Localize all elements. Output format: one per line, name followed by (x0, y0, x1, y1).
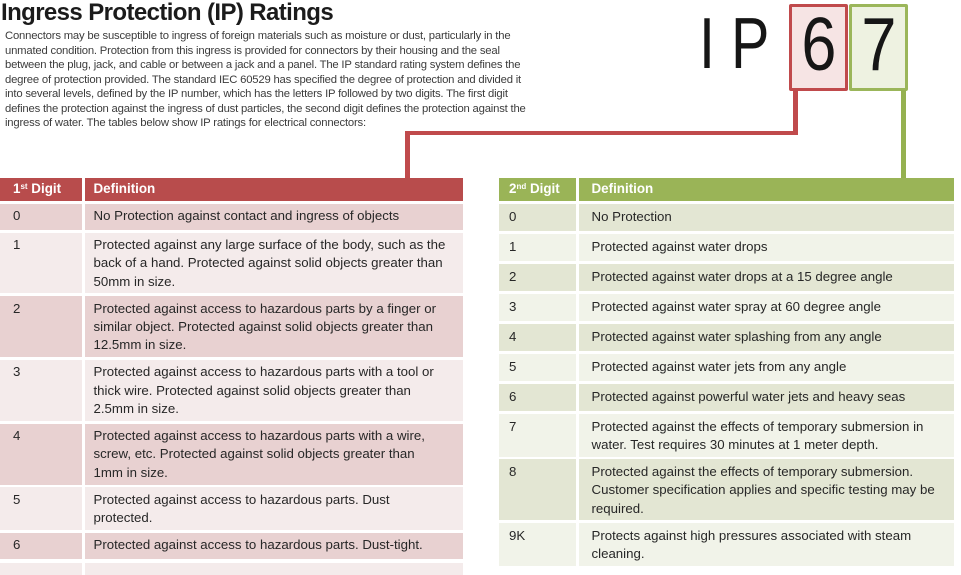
connector-red-stub (793, 90, 798, 135)
definition-cell: Protected against access to hazardous pa… (84, 532, 463, 559)
digit-cell: 4 (0, 423, 82, 485)
definition-cell: Protected against powerful water jets an… (578, 383, 954, 411)
digit-cell: 0 (499, 203, 576, 231)
table-row: 4 Protected against access to hazardous p… (0, 423, 463, 485)
definition-cell: Protected against water splashing from a… (578, 323, 954, 351)
definition-cell: Protected against access to hazardous pa… (84, 423, 463, 485)
digit-cell: 9K (499, 522, 576, 567)
intro-paragraph: Connectors may be susceptible to ingress… (5, 30, 526, 129)
table-row: 5 Protected against access to hazardous p… (0, 487, 463, 530)
definition-header-cell: Definition (84, 178, 463, 201)
definition-cell: Protected against access to hazardous pa… (84, 359, 463, 421)
definition-cell: No Protection (578, 203, 954, 231)
table-row: 0 No Protection (499, 203, 954, 231)
first-digit-table: 1st Digit Definition 0 No Protection agai… (0, 178, 463, 575)
definition-cell: Protected against the effects of tempora… (578, 459, 954, 521)
definition-cell: Protected against any large surface of t… (84, 232, 463, 294)
cut-off-next-row (0, 562, 463, 575)
definition-cell: Protected against water spray at 60 degr… (578, 293, 954, 321)
table-row: 6 Protected against powerful water jets a… (499, 383, 954, 411)
table-row: 7 Protected against the effects of tempor… (499, 413, 954, 457)
table-row: 4 Protected against water splashing from … (499, 323, 954, 351)
digit-cell: 6 (0, 532, 82, 559)
digit-cell: 3 (499, 293, 576, 321)
definition-cell: Protected against water jets from any an… (578, 353, 954, 381)
table-row: 8 Protected against the effects of tempor… (499, 459, 954, 521)
definition-cell: Protected against the effects of tempora… (578, 413, 954, 457)
connector-green-drop (901, 90, 906, 178)
definition-header-cell: Definition (578, 178, 954, 201)
digit-cell: 4 (499, 323, 576, 351)
definition-cell: Protected against access to hazardous pa… (84, 296, 463, 358)
page-title: Ingress Protection (IP) Ratings (1, 0, 334, 26)
definition-cell: Protected against water drops (578, 233, 954, 261)
digit-cell: 0 (0, 203, 82, 230)
table-row: 9K Protects against high pressures associ… (499, 522, 954, 567)
table-row: 1 Protected against water drops (499, 233, 954, 261)
digit-cell: 2 (0, 296, 82, 358)
connector-red-drop (405, 130, 410, 178)
second-digit-header-cell: 2nd Digit (499, 178, 576, 201)
first-digit-value: 6 (800, 2, 837, 86)
first-digit-table-header: 1st Digit Definition (0, 178, 463, 201)
digit-cell: 1 (499, 233, 576, 261)
first-digit-box: 6 (789, 4, 848, 91)
definition-cell: Protected against water drops at a 15 de… (578, 263, 954, 291)
digit-cell: 7 (499, 413, 576, 457)
table-row: 2 Protected against water drops at a 15 d… (499, 263, 954, 291)
second-digit-box: 7 (849, 4, 908, 91)
table-row: 6 Protected against access to hazardous p… (0, 532, 463, 559)
digit-cell: 6 (499, 383, 576, 411)
digit-cell: 8 (499, 459, 576, 521)
second-digit-table-header: 2nd Digit Definition (499, 178, 954, 201)
digit-cell: 1 (0, 232, 82, 294)
table-row: 3 Protected against water spray at 60 deg… (499, 293, 954, 321)
digit-cell: 2 (499, 263, 576, 291)
table-row: 2 Protected against access to hazardous p… (0, 296, 463, 358)
first-digit-header-cell: 1st Digit (0, 178, 82, 201)
ip-letters: I P (699, 4, 770, 84)
second-digit-table: 2nd Digit Definition 0 No Protection 1 Prot… (499, 178, 954, 567)
table-row: 0 No Protection against contact and ingre… (0, 203, 463, 230)
digit-cell: 5 (0, 487, 82, 530)
definition-cell: No Protection against contact and ingres… (84, 203, 463, 230)
table-row: 3 Protected against access to hazardous p… (0, 359, 463, 421)
definition-cell: Protected against access to hazardous pa… (84, 487, 463, 530)
digit-cell: 5 (499, 353, 576, 381)
second-digit-value: 7 (860, 2, 897, 86)
connector-red-horizontal (405, 130, 798, 135)
table-row: 5 Protected against water jets from any a… (499, 353, 954, 381)
digit-cell: 3 (0, 359, 82, 421)
table-row: 1 Protected against any large surface of … (0, 232, 463, 294)
definition-cell: Protects against high pressures associat… (578, 522, 954, 567)
